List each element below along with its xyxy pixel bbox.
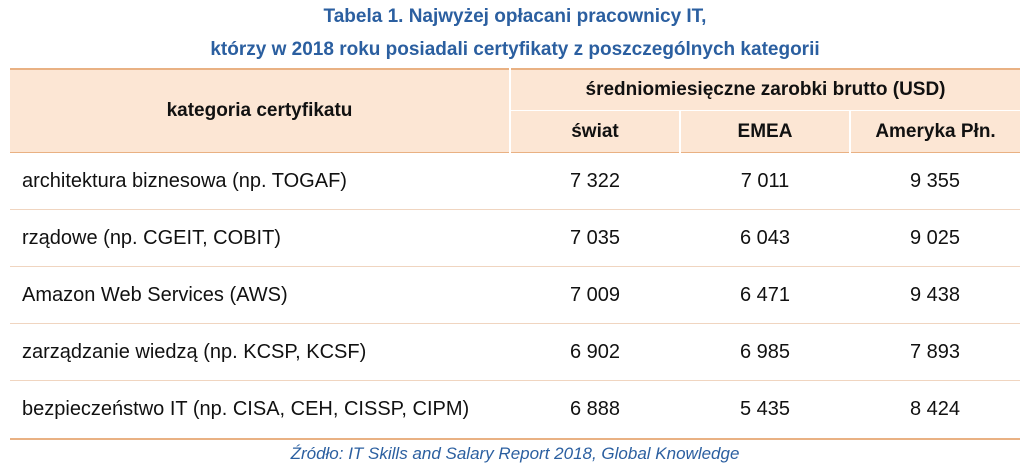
- row-category: architektura biznesowa (np. TOGAF): [10, 152, 510, 210]
- row-north-america-value: 9 355: [850, 152, 1021, 210]
- row-emea-value: 6 043: [680, 209, 850, 267]
- row-north-america-value: 9 025: [850, 209, 1021, 267]
- row-north-america-value: 9 438: [850, 266, 1021, 324]
- row-world-value: 7 009: [510, 266, 680, 324]
- header-salary-group: średniomiesięczne zarobki brutto (USD): [510, 68, 1021, 111]
- row-category: rządowe (np. CGEIT, COBIT): [10, 209, 510, 267]
- table-body: architektura biznesowa (np. TOGAF) 7 322…: [10, 152, 1021, 440]
- header-world: świat: [510, 110, 681, 153]
- row-category: zarządzanie wiedzą (np. KCSP, KCSF): [10, 323, 510, 381]
- table-row: architektura biznesowa (np. TOGAF) 7 322…: [10, 152, 1021, 210]
- row-world-value: 7 035: [510, 209, 680, 267]
- header-north-america: Ameryka Płn.: [850, 110, 1021, 153]
- row-world-value: 6 902: [510, 323, 680, 381]
- table-title-line-1: Tabela 1. Najwyżej opłacani pracownicy I…: [323, 6, 707, 27]
- row-world-value: 6 888: [510, 380, 680, 440]
- salary-table: kategoria certyfikatu średniomiesięczne …: [10, 68, 1021, 440]
- table-header: kategoria certyfikatu średniomiesięczne …: [10, 68, 1021, 153]
- table-row: Amazon Web Services (AWS) 7 009 6 471 9 …: [10, 266, 1021, 324]
- row-emea-value: 6 985: [680, 323, 850, 381]
- row-north-america-value: 7 893: [850, 323, 1021, 381]
- table-row: rządowe (np. CGEIT, COBIT) 7 035 6 043 9…: [10, 209, 1021, 267]
- row-world-value: 7 322: [510, 152, 680, 210]
- row-emea-value: 7 011: [680, 152, 850, 210]
- row-category: bezpieczeństwo IT (np. CISA, CEH, CISSP,…: [10, 380, 510, 440]
- row-north-america-value: 8 424: [850, 380, 1021, 440]
- header-emea: EMEA: [680, 110, 851, 153]
- table-title-line-2: którzy w 2018 roku posiadali certyfikaty…: [210, 39, 820, 60]
- source-note: Źródło: IT Skills and Salary Report 2018…: [290, 444, 740, 463]
- table-row: bezpieczeństwo IT (np. CISA, CEH, CISSP,…: [10, 380, 1021, 440]
- row-emea-value: 6 471: [680, 266, 850, 324]
- table-row: zarządzanie wiedzą (np. KCSP, KCSF) 6 90…: [10, 323, 1021, 381]
- row-emea-value: 5 435: [680, 380, 850, 440]
- header-category: kategoria certyfikatu: [10, 68, 511, 153]
- row-category: Amazon Web Services (AWS): [10, 266, 510, 324]
